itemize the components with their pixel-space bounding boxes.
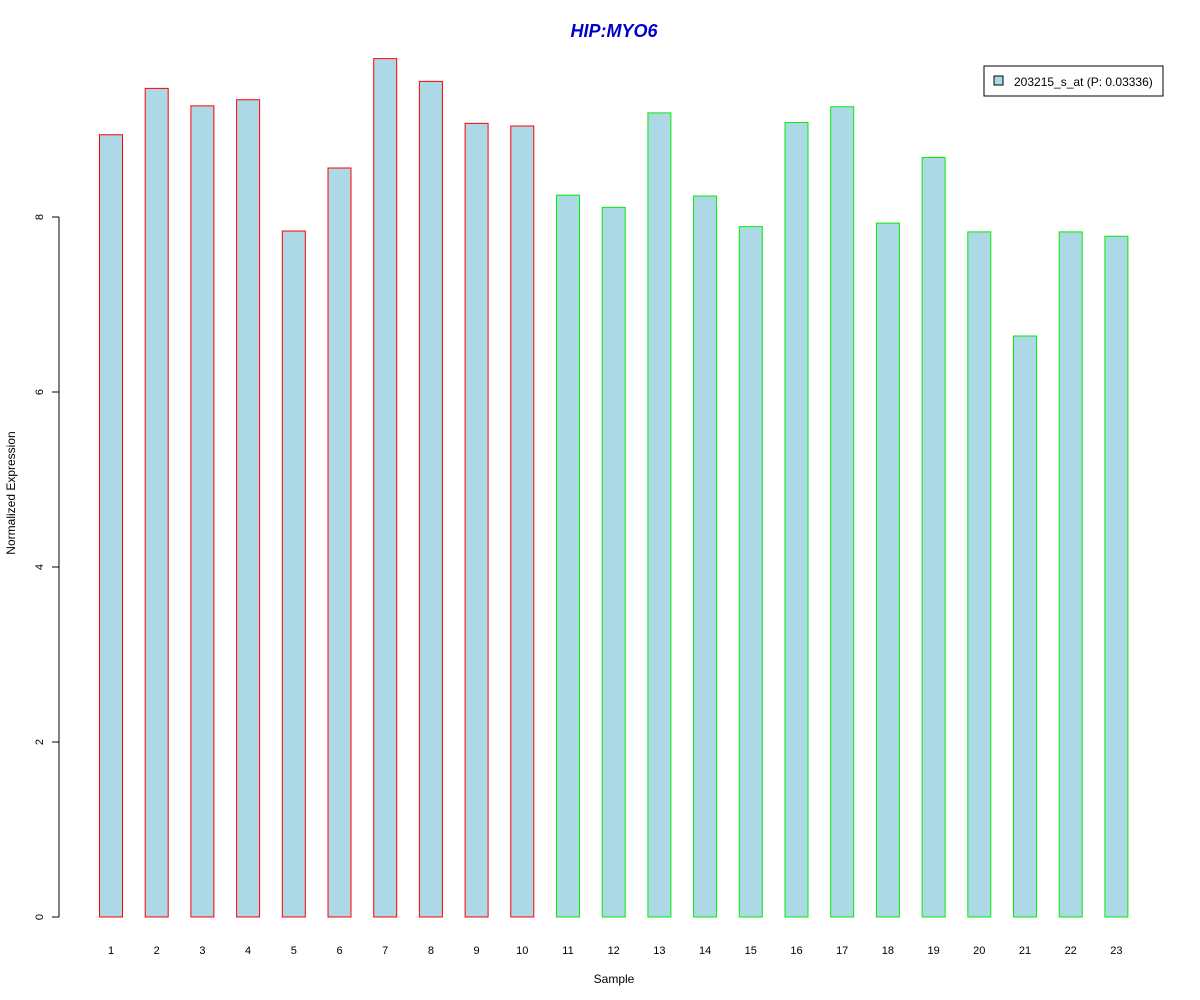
bar — [875, 222, 900, 918]
bar — [144, 87, 169, 918]
x-tick-label: 1 — [108, 945, 114, 957]
bar — [693, 195, 718, 918]
x-tick-label: 19 — [927, 945, 939, 957]
y-tick-label: 4 — [34, 564, 46, 570]
y-tick-label: 0 — [34, 914, 46, 920]
bar — [647, 112, 672, 918]
bar — [967, 231, 992, 918]
x-tick-label: 22 — [1065, 945, 1077, 957]
x-tick-label: 18 — [882, 945, 894, 957]
x-tick-label: 10 — [516, 945, 528, 957]
bar — [784, 122, 809, 918]
x-tick-label: 21 — [1019, 945, 1031, 957]
legend: 203215_s_at (P: 0.03336) — [983, 65, 1164, 97]
chart-title: HIP:MYO6 — [570, 21, 658, 41]
x-tick-label: 15 — [745, 945, 757, 957]
bar — [738, 226, 763, 918]
x-tick-label: 5 — [291, 945, 297, 957]
bar — [1013, 335, 1037, 918]
x-tick-label: 17 — [836, 945, 848, 957]
x-tick-label: 11 — [562, 945, 573, 957]
x-tick-label: 4 — [245, 945, 251, 957]
bar — [830, 106, 855, 918]
bar — [327, 167, 352, 918]
x-tick-label: 23 — [1110, 945, 1122, 957]
bar — [556, 194, 580, 918]
x-tick-label: 20 — [973, 945, 985, 957]
bar — [1058, 231, 1083, 918]
bar — [921, 157, 946, 918]
x-tick-label: 6 — [336, 945, 342, 957]
bar — [236, 99, 261, 918]
bar — [510, 125, 535, 918]
y-tick-label: 6 — [34, 389, 46, 395]
bar — [99, 134, 123, 918]
x-axis-title: Sample — [594, 972, 635, 986]
x-tick-label: 3 — [199, 945, 205, 957]
x-tick-label: 2 — [154, 945, 160, 957]
x-tick-label: 14 — [699, 945, 711, 957]
x-tick-label: 8 — [428, 945, 434, 957]
bar — [464, 122, 489, 918]
x-tick-label: 13 — [653, 945, 665, 957]
legend-box — [983, 65, 1164, 97]
x-tick-label: 7 — [382, 945, 388, 957]
legend-swatch — [993, 75, 1004, 86]
y-tick-label: 2 — [34, 739, 46, 745]
y-tick-label: 8 — [34, 214, 46, 220]
bar — [601, 206, 626, 918]
legend-label: 203215_s_at (P: 0.03336) — [1014, 75, 1153, 89]
bar — [373, 58, 398, 918]
x-tick-label: 12 — [608, 945, 620, 957]
bar — [190, 105, 215, 918]
x-tick-label: 16 — [790, 945, 802, 957]
y-axis-title: Normalized Expression — [4, 431, 18, 554]
bar — [1104, 235, 1129, 918]
bars-group — [99, 58, 1129, 918]
y-axis: 0 2 4 6 8 — [34, 214, 60, 920]
bar — [418, 80, 443, 918]
bar — [281, 230, 306, 918]
x-tick-labels: 1 2 3 4 5 6 7 8 9 10 11 12 13 14 15 16 17 18 19 20 21 22 23 — [108, 945, 1123, 957]
x-tick-label: 9 — [474, 945, 480, 957]
